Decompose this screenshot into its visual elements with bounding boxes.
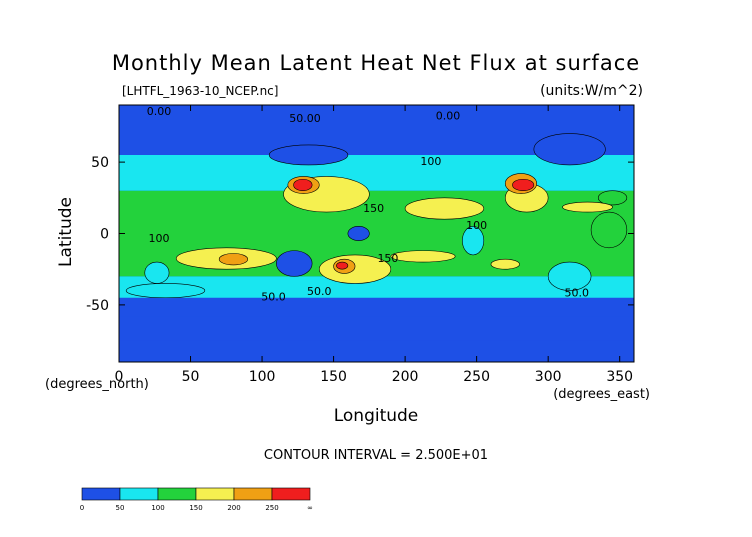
chart-title: Monthly Mean Latent Heat Net Flux at sur… <box>112 51 640 75</box>
contour-label-4: 150 <box>363 202 384 215</box>
x-tick-label-5: 250 <box>463 369 490 385</box>
contour-label-9: 50.0 <box>307 285 332 298</box>
field-patch-11 <box>404 197 485 220</box>
field-patch-2 <box>276 250 313 277</box>
x-axis-label: Longitude <box>334 406 419 426</box>
field-band-1 <box>119 316 634 341</box>
field-patch-9 <box>597 190 628 206</box>
contour-label-7: 150 <box>377 252 398 265</box>
x-tick-label-1: 50 <box>182 369 200 385</box>
legend-swatch-5 <box>271 487 311 501</box>
field-band-3 <box>119 276 634 298</box>
legend-label-1: 50 <box>116 504 125 512</box>
x-units-label: (degrees_east) <box>553 387 650 402</box>
legend-swatch-2 <box>157 487 197 501</box>
x-tick-label-4: 200 <box>392 369 419 385</box>
legend-label-4: 200 <box>227 504 240 512</box>
contour-label-6: 100 <box>149 232 170 245</box>
legend-swatch-1 <box>119 487 159 501</box>
x-tick-label-0: 0 <box>115 369 124 385</box>
y-tick-label-1: 0 <box>100 227 109 243</box>
legend-label-2: 100 <box>151 504 164 512</box>
field-patch-24 <box>336 261 349 270</box>
field-patch-3 <box>347 226 370 241</box>
y-axis-label: Latitude <box>56 197 76 267</box>
legend-label-5: 250 <box>265 504 278 512</box>
x-tick-label-7: 350 <box>606 369 633 385</box>
field-patch-0 <box>268 144 349 166</box>
units-label: (units:W/m^2) <box>540 83 643 99</box>
contour-interval-note: CONTOUR INTERVAL = 2.500E+01 <box>264 448 488 463</box>
legend-label-0: 0 <box>80 504 84 512</box>
contour-label-5: 100 <box>466 219 487 232</box>
field-band-2 <box>119 297 634 317</box>
source-label: [LHTFL_1963-10_NCEP.nc] <box>122 84 278 98</box>
legend-label-6: ∞ <box>307 504 313 512</box>
contour-label-3: 100 <box>420 155 441 168</box>
contour-label-10: 50.0 <box>565 286 590 299</box>
y-tick-label-0: -50 <box>86 298 109 314</box>
plot-area: 0.00 50.00 0.00 100 150 100 100 150 50.0 50.0 50.0 <box>118 104 635 363</box>
legend-swatch-4 <box>233 487 273 501</box>
x-tick-label-2: 100 <box>249 369 276 385</box>
field-patch-5 <box>125 283 206 299</box>
field-band-0 <box>119 340 634 362</box>
legend-label-3: 150 <box>189 504 202 512</box>
field-patch-17 <box>490 258 520 270</box>
legend-swatch-0 <box>81 487 121 501</box>
field-patch-4 <box>462 226 485 256</box>
x-tick-label-6: 300 <box>535 369 562 385</box>
contour-label-8: 50.0 <box>261 291 286 304</box>
y-axis: -50 0 50 <box>86 155 634 314</box>
contour-label-2: 0.00 <box>436 109 461 122</box>
field-patch-23 <box>512 178 535 191</box>
field-patch-8 <box>590 211 628 249</box>
field-patch-7 <box>547 261 592 291</box>
y-units-label: (degrees_north) <box>45 377 149 392</box>
color-legend: 0 50 100 150 200 250 ∞ <box>80 487 313 512</box>
field-patch-1 <box>533 133 606 166</box>
field-patch-22 <box>293 178 313 191</box>
field-patch-6 <box>144 261 170 284</box>
field-patch-13 <box>562 201 613 213</box>
legend-swatch-3 <box>195 487 235 501</box>
contour-label-1: 50.00 <box>289 112 321 125</box>
x-axis: 0 50 100 150 200 250 300 350 <box>115 105 633 385</box>
y-tick-label-2: 50 <box>91 155 109 171</box>
field-patch-21 <box>218 253 249 266</box>
contour-label-0: 0.00 <box>147 105 172 118</box>
field-patch-16 <box>390 250 456 263</box>
x-tick-label-3: 150 <box>320 369 347 385</box>
